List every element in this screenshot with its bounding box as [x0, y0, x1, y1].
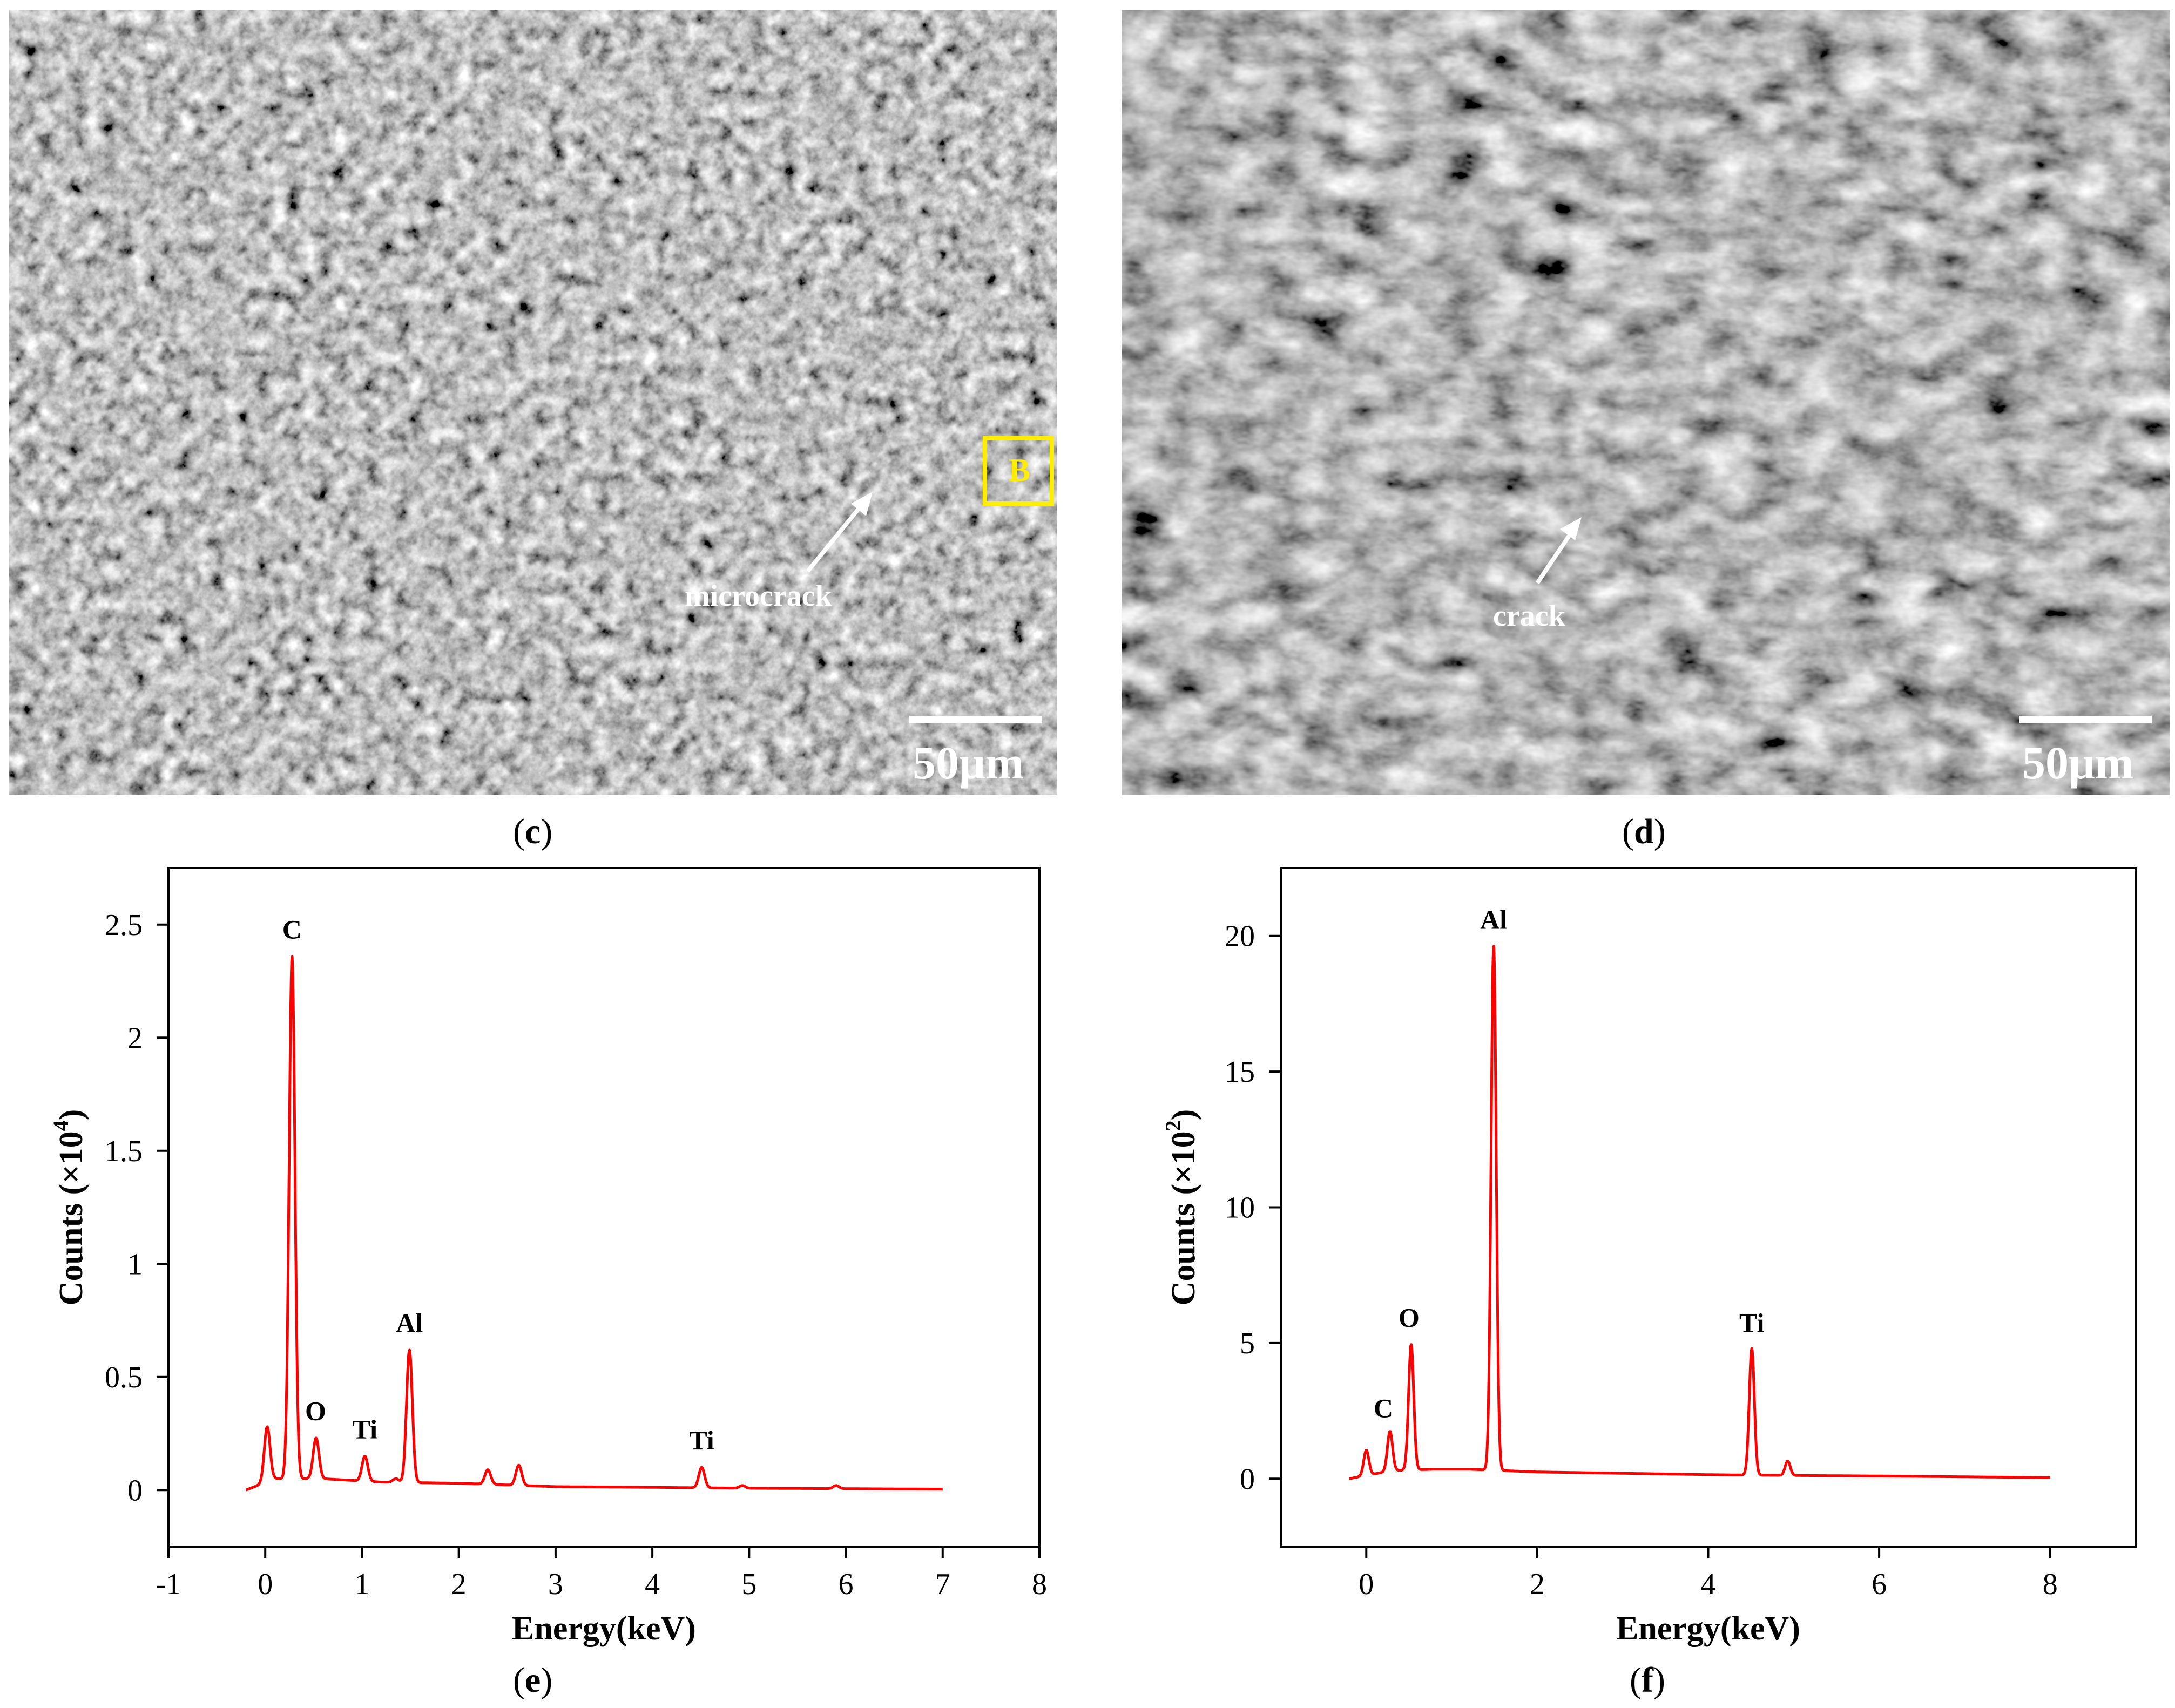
y-tick-label-e: 1.5: [105, 1135, 143, 1168]
y-tick-label-e: 0: [127, 1474, 143, 1507]
scale-bar-d: [2019, 716, 2152, 723]
peak-label-f: Al: [1480, 905, 1507, 935]
y-axis-label-exponent: 4: [49, 1120, 73, 1131]
peak-label-f: O: [1399, 1302, 1420, 1332]
region-b-marker: [983, 436, 1054, 506]
scale-text-c: 50μm: [913, 737, 1024, 789]
x-tick-label-e: 6: [839, 1568, 854, 1601]
peak-label-e: O: [305, 1396, 326, 1426]
microcrack-arrow: [806, 497, 869, 573]
x-tick-label-f: 0: [1359, 1568, 1374, 1601]
x-tick-label-e: 7: [935, 1568, 950, 1601]
y-axis-label-suffix: ): [53, 1109, 90, 1121]
x-tick-label-e: 5: [741, 1568, 756, 1601]
y-axis-label-text: Counts (×10: [53, 1131, 90, 1305]
peak-label-e: Al: [396, 1307, 423, 1338]
x-axis-label-e: Energy(keV): [512, 1610, 696, 1647]
plot-frame-f: [1280, 867, 2137, 1548]
x-tick-label-e: -1: [156, 1568, 181, 1601]
panel-label-d: (d): [1622, 812, 1666, 851]
x-tick-label-f: 2: [1530, 1568, 1545, 1601]
scale-bar-c: [909, 716, 1042, 723]
y-axis-label-e: Counts (×104): [49, 1109, 90, 1306]
plot-frame-e: [167, 867, 1041, 1548]
x-tick-label-e: 4: [645, 1568, 660, 1601]
region-b-label: B: [1009, 452, 1031, 488]
x-axis-label-f: Energy(keV): [1616, 1610, 1800, 1647]
y-tick-label-f: 0: [1240, 1462, 1255, 1496]
y-axis-label-exponent: 2: [1161, 1120, 1185, 1131]
y-tick-label-e: 2: [127, 1021, 143, 1055]
x-tick-label-e: 1: [354, 1568, 369, 1601]
peak-label-e: C: [282, 914, 302, 944]
y-axis-label-suffix: ): [1165, 1109, 1202, 1121]
y-tick-label-e: 1: [127, 1248, 143, 1281]
peak-label-e: Ti: [689, 1425, 714, 1455]
spectrum-line-f: [1348, 945, 2051, 1480]
y-tick-label-f: 15: [1225, 1055, 1255, 1089]
y-tick-label-f: 10: [1225, 1191, 1255, 1225]
scale-text-d: 50μm: [2022, 737, 2134, 789]
panel-label-f: (f): [1630, 1660, 1665, 1700]
sem-image-c: microcrack B 50μm: [9, 10, 1057, 795]
x-tick-label-f: 8: [2043, 1568, 2058, 1601]
peak-label-f: Ti: [1739, 1307, 1764, 1338]
peak-label-e: Ti: [353, 1414, 377, 1444]
x-tick-label-f: 4: [1701, 1568, 1716, 1601]
x-tick-label-f: 6: [1872, 1568, 1887, 1601]
x-tick-label-e: 8: [1032, 1568, 1047, 1601]
sem-texture-d: [1122, 10, 2170, 795]
y-tick-label-e: 0.5: [105, 1361, 143, 1394]
spectrum-line-e: [245, 955, 944, 1492]
sem-texture-c: [9, 10, 1057, 795]
y-tick-label-f: 5: [1240, 1327, 1255, 1360]
x-tick-label-e: 2: [451, 1568, 467, 1601]
crack-label: crack: [1493, 599, 1565, 633]
x-tick-label-e: 3: [548, 1568, 563, 1601]
sem-image-d: crack 50μm: [1122, 10, 2170, 795]
panel-label-e: (e): [513, 1660, 553, 1700]
x-tick-label-e: 0: [258, 1568, 273, 1601]
panel-label-c: (c): [513, 812, 553, 851]
y-tick-label-f: 20: [1225, 920, 1255, 953]
y-tick-label-e: 2.5: [105, 909, 143, 942]
microcrack-label: microcrack: [685, 579, 832, 613]
y-axis-label-text: Counts (×10: [1165, 1131, 1202, 1305]
y-axis-label-f: Counts (×102): [1161, 1109, 1202, 1306]
peak-label-f: C: [1374, 1393, 1393, 1424]
